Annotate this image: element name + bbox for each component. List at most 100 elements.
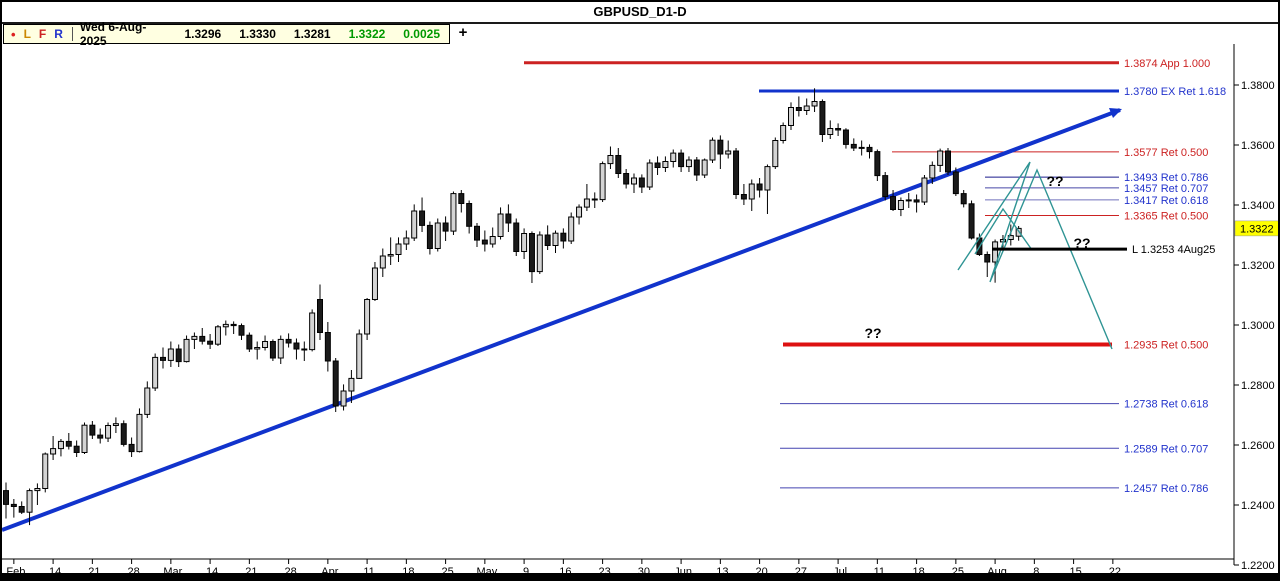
candle-body	[576, 206, 583, 218]
candle	[230, 321, 237, 334]
candle-body	[403, 237, 410, 245]
candle-body	[3, 490, 9, 505]
level-label: 1.2738 Ret 0.618	[1124, 399, 1208, 411]
candle	[301, 341, 308, 361]
candle-body	[819, 101, 826, 135]
candle-body	[599, 163, 606, 201]
candle	[214, 325, 221, 346]
candle	[466, 200, 473, 234]
line-mode-button[interactable]: L	[23, 27, 31, 41]
candle-body	[293, 342, 300, 350]
candle	[835, 123, 842, 136]
window-title: GBPUSD_D1-D	[593, 4, 687, 19]
candle-body	[191, 335, 198, 340]
candle	[3, 482, 9, 519]
candle	[238, 323, 245, 340]
candle-body	[277, 338, 284, 359]
candle	[442, 216, 449, 241]
candle-body	[850, 143, 857, 149]
candle	[89, 421, 96, 439]
quote-change: 0.0025	[403, 27, 440, 41]
candle-body	[662, 161, 669, 168]
x-axis-label: 11	[363, 566, 374, 578]
candle	[277, 335, 284, 364]
level-label: 1.3417 Ret 0.618	[1124, 195, 1208, 207]
candle	[269, 339, 276, 361]
candle	[207, 334, 214, 349]
candle-body	[528, 233, 535, 273]
candle-body	[442, 222, 449, 232]
candle	[293, 338, 300, 360]
level-label: 1.3365 Ret 0.500	[1124, 211, 1208, 223]
candle	[858, 140, 865, 156]
fib-mode-button[interactable]: F	[38, 27, 47, 41]
candle-body	[309, 312, 316, 351]
candle-body	[50, 448, 57, 455]
candle-body	[646, 162, 653, 188]
candle	[890, 190, 897, 211]
candle	[348, 370, 355, 403]
level-label: 1.3457 Ret 0.707	[1124, 183, 1208, 195]
candle	[740, 184, 747, 205]
question-mark-annotation: ??	[1073, 235, 1090, 251]
candle	[631, 173, 637, 193]
zoom-plus-button[interactable]: +	[458, 24, 468, 41]
candle-body	[57, 440, 64, 450]
candle-body	[921, 177, 928, 203]
candle	[120, 420, 127, 447]
candle	[26, 488, 33, 526]
candle-body	[811, 101, 818, 107]
candle	[568, 212, 575, 244]
x-axis-label: 9	[523, 566, 529, 578]
candle-body	[945, 150, 951, 173]
candle	[866, 144, 873, 159]
candle	[160, 347, 166, 369]
candle-body	[175, 348, 182, 363]
toolbar-separator	[71, 27, 73, 41]
candle	[795, 96, 802, 117]
candle-body	[285, 338, 292, 344]
window-titlebar[interactable]: GBPUSD_D1-D	[2, 2, 1278, 24]
candle-body	[952, 171, 959, 195]
candle	[371, 262, 378, 301]
candle-body	[740, 194, 747, 200]
candle-body	[513, 222, 520, 252]
candle	[599, 161, 606, 202]
candle	[638, 174, 645, 193]
candle-body	[607, 155, 614, 165]
candle	[97, 428, 104, 444]
level-label: 1.3577 Ret 0.500	[1124, 147, 1208, 159]
candle	[332, 358, 339, 412]
candle-body	[568, 216, 575, 242]
candle	[952, 167, 959, 196]
y-axis-label: 1.2800	[1241, 380, 1275, 392]
window-bottom-bar	[2, 573, 1278, 579]
candle	[521, 228, 528, 259]
candle	[403, 230, 410, 250]
candle-body	[685, 159, 692, 168]
candle-body	[882, 175, 889, 198]
candle-body	[960, 193, 967, 205]
candle	[528, 231, 535, 283]
candle	[144, 381, 151, 418]
candle-body	[497, 213, 504, 237]
candle-body	[780, 125, 787, 141]
candle-body	[552, 232, 559, 246]
candle-body	[238, 325, 245, 336]
candle-body	[105, 425, 112, 439]
candle	[395, 237, 402, 262]
candle	[411, 204, 418, 241]
candle	[827, 120, 834, 139]
ruler-mode-button[interactable]: R	[54, 27, 63, 41]
candle-body	[827, 128, 834, 135]
candle	[387, 237, 394, 265]
candle	[897, 197, 904, 217]
y-axis-label: 1.3400	[1241, 200, 1275, 212]
candle-body	[795, 107, 802, 111]
candle-body	[929, 164, 936, 179]
candle	[42, 452, 49, 493]
candle-body	[340, 390, 347, 407]
y-axis-label: 1.3200	[1241, 260, 1275, 272]
